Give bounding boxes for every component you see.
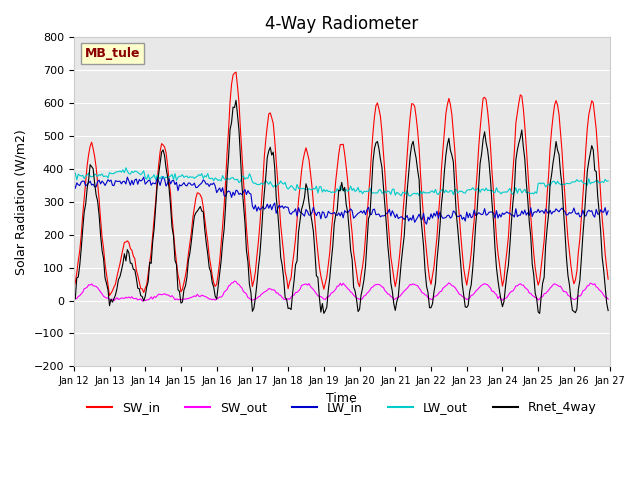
Line: SW_out: SW_out	[74, 281, 608, 301]
SW_out	[70, 297, 77, 302]
SW_out	[230, 278, 238, 284]
Rnet_4way	[257, 232, 265, 238]
LW_in	[136, 177, 143, 182]
LW_out	[248, 179, 256, 185]
LW_in	[230, 192, 238, 198]
SW_in	[604, 276, 612, 282]
Y-axis label: Solar Radiation (W/m2): Solar Radiation (W/m2)	[15, 129, 28, 275]
Text: MB_tule: MB_tule	[84, 47, 140, 60]
SW_out	[604, 296, 612, 302]
LW_out	[70, 173, 77, 179]
LW_out	[137, 172, 145, 178]
SW_in	[230, 70, 238, 76]
Title: 4-Way Radiometer: 4-Way Radiometer	[265, 15, 419, 33]
Rnet_4way	[229, 104, 237, 110]
Rnet_4way	[70, 292, 77, 298]
X-axis label: Time: Time	[326, 392, 357, 405]
LW_in	[422, 221, 430, 227]
Legend: SW_in, SW_out, LW_in, LW_out, Rnet_4way: SW_in, SW_out, LW_in, LW_out, Rnet_4way	[82, 396, 602, 420]
Rnet_4way	[232, 97, 240, 103]
Rnet_4way	[577, 256, 585, 262]
SW_in	[70, 285, 77, 291]
SW_in	[232, 69, 240, 75]
LW_in	[577, 213, 585, 219]
SW_out	[307, 284, 314, 289]
LW_in	[70, 180, 77, 186]
Rnet_4way	[136, 286, 143, 291]
LW_out	[305, 186, 313, 192]
SW_out	[136, 297, 143, 302]
SW_out	[232, 279, 240, 285]
LW_in	[159, 174, 167, 180]
Line: Rnet_4way: Rnet_4way	[74, 100, 608, 313]
Rnet_4way	[248, 309, 256, 314]
Rnet_4way	[305, 200, 313, 206]
SW_in	[106, 293, 113, 299]
LW_in	[604, 208, 612, 214]
LW_in	[248, 203, 256, 209]
SW_out	[577, 292, 585, 298]
LW_out	[257, 180, 265, 186]
LW_out	[604, 178, 612, 184]
Rnet_4way	[604, 308, 612, 313]
SW_out	[250, 297, 258, 302]
SW_in	[250, 278, 258, 284]
LW_in	[305, 212, 313, 218]
LW_out	[230, 177, 238, 182]
SW_in	[259, 180, 267, 185]
Rnet_4way	[536, 311, 543, 316]
Line: SW_in: SW_in	[74, 72, 608, 296]
Line: LW_in: LW_in	[74, 177, 608, 224]
SW_out	[259, 290, 267, 296]
LW_in	[257, 205, 265, 211]
SW_in	[577, 215, 585, 220]
SW_in	[307, 169, 314, 175]
SW_out	[138, 298, 146, 304]
LW_out	[122, 165, 130, 170]
LW_out	[406, 193, 414, 199]
LW_out	[577, 178, 585, 183]
SW_in	[137, 286, 145, 291]
Line: LW_out: LW_out	[74, 168, 608, 196]
